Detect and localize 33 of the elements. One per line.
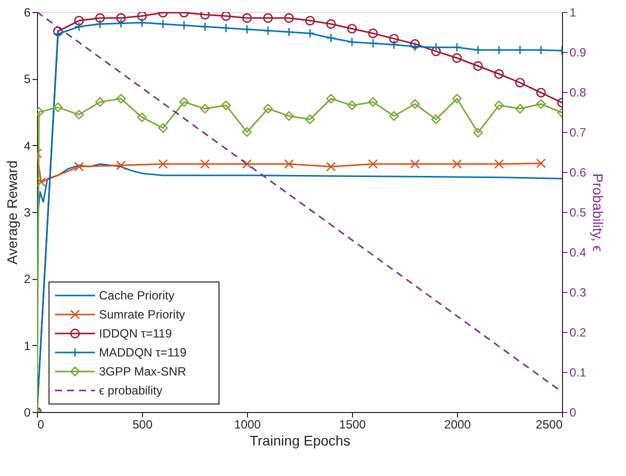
y2-tick-label: 0.5 bbox=[570, 206, 587, 220]
x-tick-label: 1000 bbox=[234, 418, 262, 432]
x-tick-label: 2500 bbox=[536, 418, 563, 432]
y-tick-label: 6 bbox=[24, 6, 31, 20]
legend-label: IDDQN τ=119 bbox=[99, 326, 172, 340]
y2-tick-label: 0.1 bbox=[570, 366, 587, 380]
legend-label: Sumrate Priority bbox=[99, 308, 186, 322]
x-tick-label: 1500 bbox=[339, 418, 366, 432]
legend-label: ϵ probability bbox=[99, 384, 162, 398]
y2-tick-label: 0 bbox=[570, 406, 576, 420]
x-tick-label: 0 bbox=[38, 418, 44, 432]
x-axis-title: Training Epochs bbox=[250, 432, 350, 448]
x-tick-label: 500 bbox=[132, 418, 153, 432]
y-axis-title: Average Reward bbox=[4, 160, 20, 265]
y2-axis-title: Probability, ϵ bbox=[590, 173, 606, 252]
y-tick-label: 3 bbox=[24, 206, 31, 220]
y-tick-label: 2 bbox=[24, 272, 31, 286]
y-tick-label: 1 bbox=[24, 338, 31, 353]
x-tick-label: 2000 bbox=[444, 418, 472, 432]
legend-label: 3GPP Max-SNR bbox=[99, 364, 186, 378]
y2-tick-label: 0.7 bbox=[570, 126, 587, 140]
y2-tick-label: 0.8 bbox=[570, 86, 587, 100]
legend-label: MADDQN τ=119 bbox=[99, 346, 187, 360]
y2-tick-label: 0.2 bbox=[570, 326, 587, 340]
y-tick-label: 5 bbox=[24, 72, 31, 86]
y2-tick-label: 0.6 bbox=[570, 166, 587, 180]
y2-tick-label: 0.9 bbox=[570, 46, 587, 60]
legend-label: Cache Priority bbox=[99, 288, 174, 302]
y2-tick-label: 1 bbox=[570, 6, 576, 20]
y-tick-label: 4 bbox=[24, 138, 31, 153]
y2-tick-label: 0.4 bbox=[570, 246, 587, 260]
y2-tick-label: 0.3 bbox=[570, 286, 587, 300]
y-tick-label: 0 bbox=[24, 406, 31, 420]
